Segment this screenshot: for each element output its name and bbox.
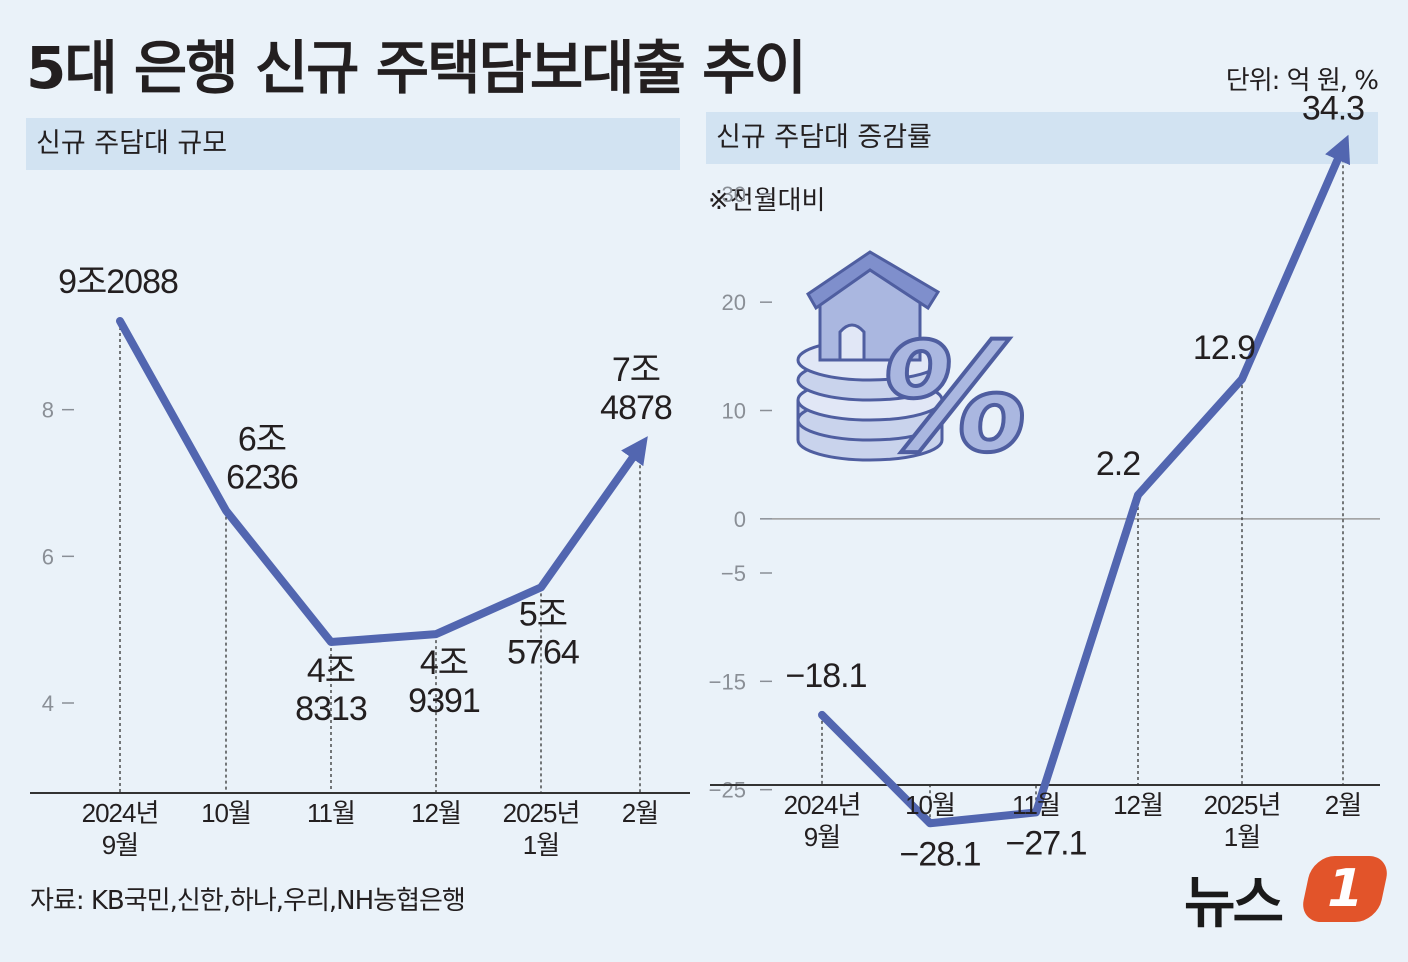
y-tick-label: 20	[722, 290, 746, 315]
y-tick-label: 4	[42, 691, 54, 716]
x-tick-label-0-3: 12월	[411, 798, 461, 828]
right-panel-header: 신규 주담대 증감률	[706, 112, 1378, 164]
y-tick-label: 30	[722, 182, 746, 207]
left-panel-header: 신규 주담대 규모	[26, 118, 680, 170]
y-tick-label: −25	[709, 778, 746, 803]
series-line-0	[116, 317, 648, 647]
x-tick-label-1-0: 2024년 9월	[784, 790, 861, 852]
y-tick-label: 8	[42, 398, 54, 423]
data-label-1-5: 34.3	[1302, 89, 1364, 127]
x-tick-label-1-2: 11월	[1012, 790, 1060, 820]
x-tick-label-0-4: 2025년 1월	[503, 798, 580, 860]
x-tick-label-0-2: 11월	[307, 798, 355, 828]
y-tick-label: −5	[721, 561, 746, 586]
data-label-1-2: −27.1	[1005, 824, 1086, 862]
data-label-1-4: 12.9	[1193, 329, 1255, 367]
series-line-1	[818, 134, 1351, 828]
y-tick-label: 0	[734, 507, 746, 532]
x-tick-label-0-1: 10월	[201, 798, 251, 828]
x-tick-label-1-1: 10월	[905, 790, 955, 820]
data-label-1-3: 2.2	[1096, 445, 1140, 483]
data-label-0-1: 6조 6236	[226, 421, 298, 497]
source-note: 자료: KB국민,신한,하나,우리,NH농협은행	[30, 886, 466, 916]
x-tick-label-1-5: 2월	[1325, 790, 1361, 820]
y-tick-label: −15	[709, 669, 746, 694]
news1-logo: 뉴스 1	[1184, 852, 1392, 936]
unit-label: 단위: 억 원, %	[1225, 66, 1379, 96]
data-label-0-5: 7조 4878	[600, 351, 672, 427]
x-tick-label-0-5: 2월	[622, 798, 658, 828]
data-label-0-2: 4조 8313	[295, 652, 367, 728]
data-label-0-3: 4조 9391	[408, 644, 480, 720]
x-tick-label-1-4: 2025년 1월	[1204, 790, 1281, 852]
logo-text: 뉴스	[1184, 871, 1284, 936]
logo-badge: 1	[1298, 856, 1392, 922]
data-label-0-4: 5조 5764	[507, 595, 579, 671]
data-label-1-1: −28.1	[899, 835, 980, 873]
data-label-1-0: −18.1	[785, 657, 866, 695]
y-tick-label: 10	[722, 399, 746, 424]
data-label-0-0: 9조2088	[58, 263, 178, 301]
right-panel-note: ※전월대비	[708, 186, 826, 216]
x-tick-label-1-3: 12월	[1113, 790, 1163, 820]
chart-title: 5대 은행 신규 주택담보대출 추이	[26, 34, 807, 102]
x-tick-label-0-0: 2024년 9월	[82, 798, 159, 860]
y-tick-label: 6	[42, 544, 54, 569]
